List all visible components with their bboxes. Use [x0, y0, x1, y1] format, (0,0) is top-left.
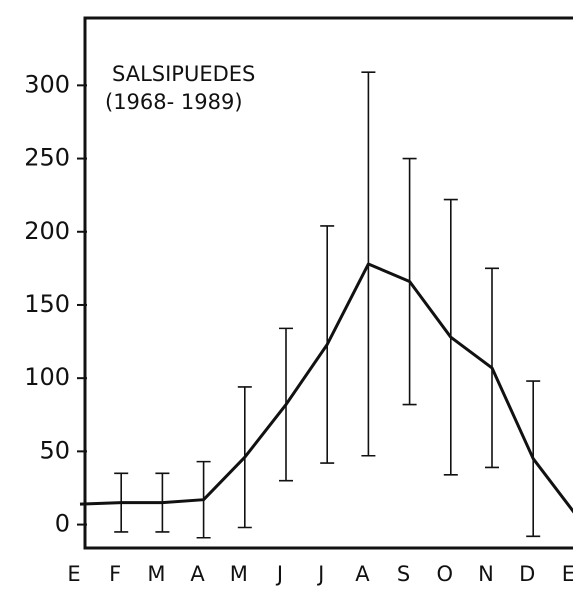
x-tick-label: J — [316, 562, 324, 586]
x-tick-label: E — [562, 562, 573, 586]
x-tick-label: M — [147, 562, 165, 586]
plot-frame — [83, 16, 573, 550]
data-line — [79, 262, 573, 514]
x-tick-label: O — [437, 562, 454, 586]
y-tick-label: 250 — [24, 144, 70, 172]
y-tick-label: 200 — [24, 217, 70, 245]
x-tick-label: J — [275, 562, 283, 586]
chart-title: SALSIPUEDES — [112, 62, 255, 86]
y-tick-label: 300 — [24, 70, 70, 98]
x-tick-label: D — [519, 562, 535, 586]
x-tick-label: A — [355, 562, 370, 586]
x-tick-label: A — [190, 562, 205, 586]
y-tick-label: 50 — [39, 436, 70, 464]
x-tick-label: F — [109, 562, 121, 586]
x-tick-label: E — [67, 562, 80, 586]
y-tick-label: 150 — [24, 290, 70, 318]
x-tick-label: N — [478, 562, 494, 586]
chart-subtitle: (1968- 1989) — [105, 90, 243, 114]
x-tick-label: M — [230, 562, 248, 586]
y-tick-label: 100 — [24, 363, 70, 391]
y-tick-label: 0 — [55, 510, 70, 538]
x-tick-label: S — [397, 562, 410, 586]
